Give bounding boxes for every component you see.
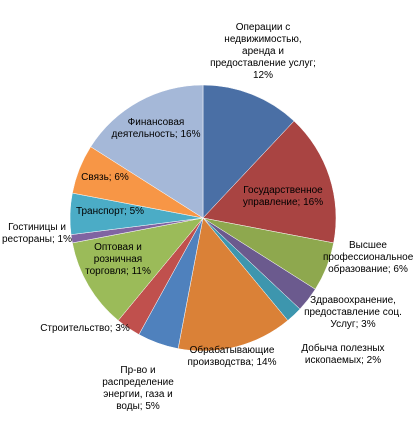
pie-slice: [202, 120, 337, 244]
pie-slice: [202, 84, 295, 219]
pie-slice: [90, 84, 204, 219]
pie-slice: [177, 217, 289, 352]
slice-label: Финансовая деятельность; 16%: [111, 117, 201, 140]
slice-label: Операции с недвижимостью, аренда и предо…: [210, 22, 316, 81]
slice-label: Связь; 6%: [81, 172, 129, 183]
slice-label: Гостиницы и рестораны; 1%: [2, 222, 72, 245]
slice-label: Государственное управление; 16%: [242, 185, 324, 208]
slice-label: Добыча полезных ископаемых; 2%: [301, 343, 385, 366]
pie-slice: [72, 217, 204, 321]
slice-label: Транспорт; 5%: [75, 206, 145, 217]
slice-label: Строительство; 3%: [40, 323, 130, 334]
slice-label: Пр-во и распределение энергии, газа и во…: [102, 365, 174, 412]
slice-label: Оптовая и розничная торговля; 11%: [85, 242, 151, 277]
slice-label: Обрабатывающие производства; 14%: [187, 345, 277, 368]
slice-label: Высшее профессиональное образование; 6%: [323, 240, 414, 275]
slice-label: Здравоохранение, предоставление соц. Усл…: [304, 295, 402, 330]
